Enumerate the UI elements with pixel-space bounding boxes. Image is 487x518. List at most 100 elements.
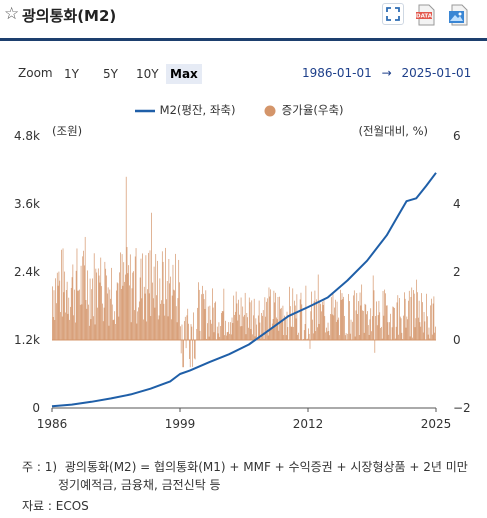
growth-bar xyxy=(115,323,116,340)
growth-bar xyxy=(150,316,152,340)
growth-bar xyxy=(112,320,114,340)
growth-bar xyxy=(160,303,162,340)
zoom-5y-button[interactable]: 5Y xyxy=(103,67,118,81)
footnote-text-1: 광의통화(M2) = 협의통화(M1) + MMF + 수익증권 + 시장형상품… xyxy=(64,460,468,474)
growth-bar xyxy=(223,288,225,340)
growth-bar xyxy=(171,295,173,340)
growth-bar xyxy=(121,254,123,340)
growth-bar xyxy=(232,323,234,340)
growth-bar xyxy=(76,248,78,340)
zoom-10y-button[interactable]: 10Y xyxy=(136,67,159,81)
growth-bar xyxy=(224,335,226,340)
growth-bar xyxy=(272,318,274,340)
growth-bar xyxy=(217,333,219,340)
growth-bar xyxy=(421,293,422,340)
zoom-1y-button[interactable]: 1Y xyxy=(64,67,79,81)
growth-bar xyxy=(373,290,375,340)
growth-bar xyxy=(418,300,420,340)
growth-bar xyxy=(175,253,176,340)
growth-bar xyxy=(130,322,132,340)
growth-bar xyxy=(326,327,327,340)
circle-swatch-icon xyxy=(264,105,276,116)
growth-bar xyxy=(408,290,410,340)
right-tick-label: 0 xyxy=(453,333,461,347)
growth-bar xyxy=(230,334,232,340)
growth-bar xyxy=(225,320,226,340)
zoom-label: Zoom xyxy=(18,66,53,80)
legend-item-growth[interactable]: 증가율(우축) xyxy=(264,102,344,118)
growth-bar xyxy=(405,327,407,340)
growth-bar xyxy=(320,304,322,340)
growth-bar xyxy=(144,293,146,340)
star-icon[interactable]: ☆ xyxy=(4,4,20,24)
line-swatch-icon xyxy=(135,109,155,112)
fullscreen-button[interactable] xyxy=(382,3,404,25)
range-to-input[interactable]: 2025-01-01 xyxy=(401,66,472,80)
growth-bar xyxy=(435,326,436,340)
growth-bar xyxy=(382,291,384,340)
growth-bar xyxy=(244,292,246,340)
growth-bar xyxy=(285,319,286,340)
growth-bar xyxy=(60,312,61,340)
growth-bar xyxy=(342,299,344,340)
growth-bar xyxy=(220,326,221,340)
growth-bar xyxy=(191,326,193,340)
growth-bar xyxy=(120,252,121,340)
growth-bar xyxy=(74,289,75,340)
growth-bar xyxy=(372,316,373,340)
growth-bar xyxy=(381,326,382,340)
growth-bar xyxy=(416,279,418,340)
growth-bar xyxy=(262,315,263,340)
growth-bar xyxy=(367,325,369,340)
growth-bar xyxy=(248,327,249,340)
growth-bar xyxy=(256,324,258,340)
growth-bar xyxy=(323,299,325,340)
growth-bar xyxy=(210,319,212,340)
growth-bar xyxy=(352,321,354,340)
growth-bar xyxy=(127,273,129,340)
left-tick-label: 4.8k xyxy=(14,129,40,143)
growth-bar xyxy=(116,290,117,340)
growth-bar xyxy=(287,327,289,340)
growth-bar xyxy=(303,330,305,340)
growth-bar xyxy=(67,313,69,340)
footnote-text-2: 정기예적금, 금융채, 금전신탁 등 xyxy=(58,478,221,492)
growth-bar xyxy=(379,312,381,340)
growth-bar xyxy=(259,322,261,340)
growth-bar xyxy=(236,303,238,340)
growth-bar xyxy=(399,316,401,340)
growth-bar xyxy=(54,319,56,340)
zoom-max-button[interactable]: Max xyxy=(166,64,202,84)
growth-bar xyxy=(241,326,243,340)
growth-bar xyxy=(105,268,107,340)
chart-area: (조원) (전월대비, %) 1986 1999 2012 2025 0 1.2k 2.4k… xyxy=(14,124,471,431)
growth-bar xyxy=(233,295,235,340)
growth-bar xyxy=(295,318,297,340)
growth-bar xyxy=(61,316,63,340)
growth-bar xyxy=(370,308,372,340)
growth-bar xyxy=(366,314,367,340)
growth-bar xyxy=(417,292,418,340)
image-download-button[interactable] xyxy=(446,3,468,26)
growth-bar xyxy=(253,315,254,340)
growth-bar xyxy=(184,316,186,340)
range-from-input[interactable]: 1986-01-01 xyxy=(302,66,372,80)
growth-bar xyxy=(322,304,324,340)
growth-bar xyxy=(353,295,354,340)
growth-bar xyxy=(404,292,405,340)
growth-bar xyxy=(106,275,107,340)
growth-bar xyxy=(173,289,175,340)
growth-bar xyxy=(155,254,157,340)
growth-bar xyxy=(118,316,120,340)
growth-bar xyxy=(104,261,106,340)
growth-bar xyxy=(189,340,191,368)
growth-bar xyxy=(124,281,125,340)
left-axis-unit: (조원) xyxy=(52,124,82,138)
growth-bar xyxy=(157,319,159,340)
growth-bar xyxy=(111,304,113,340)
growth-bar xyxy=(301,304,303,340)
data-download-button[interactable]: DATA xyxy=(414,3,436,26)
growth-bar xyxy=(338,317,340,340)
growth-bar xyxy=(239,326,241,340)
legend-item-m2[interactable]: M2(평잔, 좌축) xyxy=(134,102,236,118)
